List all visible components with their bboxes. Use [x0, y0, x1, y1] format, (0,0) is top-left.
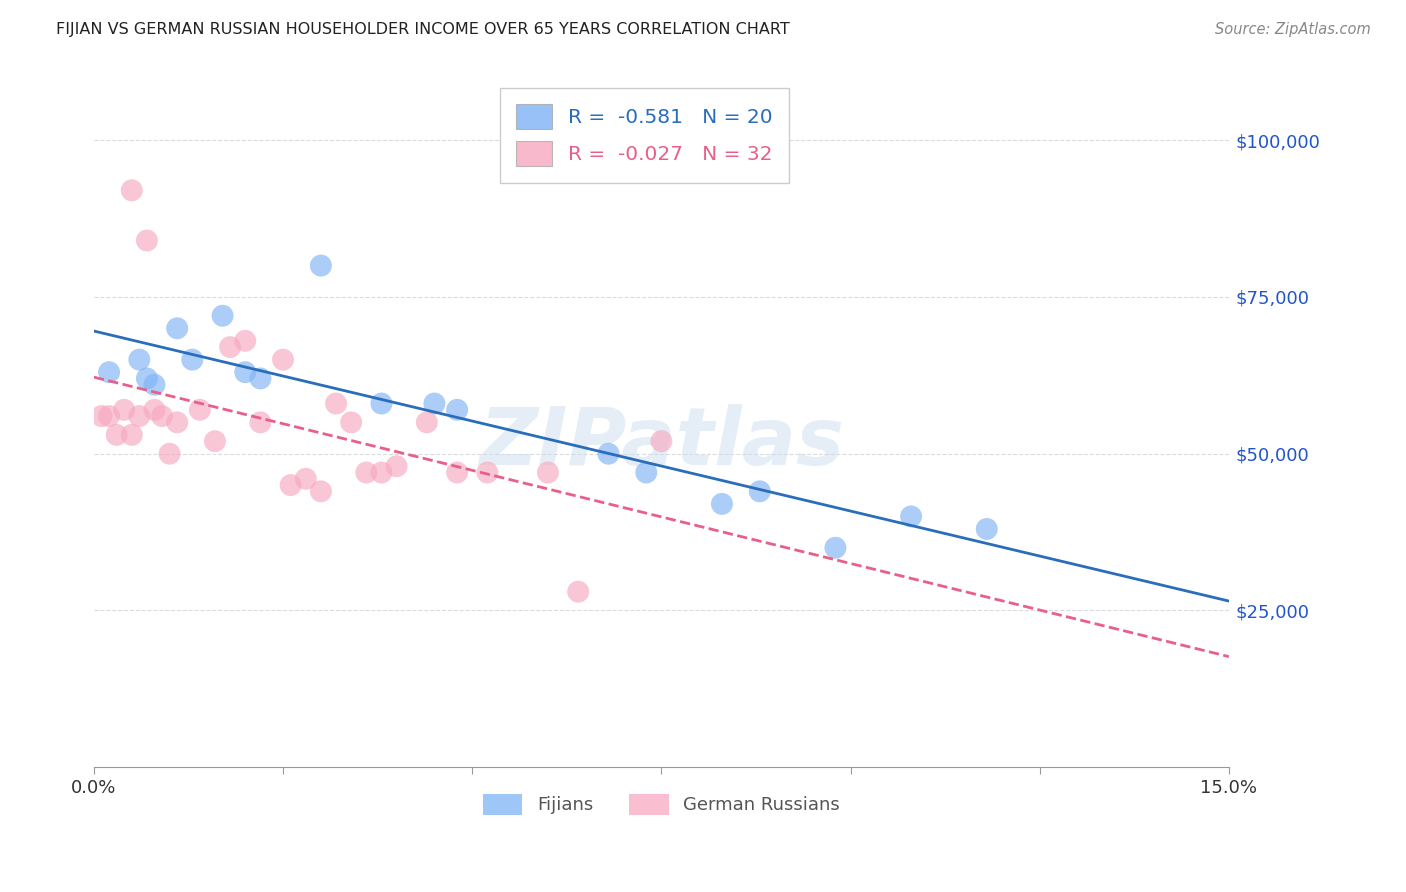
Point [233, 365, 256, 379]
Point [128, 409, 150, 423]
Point [976, 522, 998, 536]
Point [112, 402, 135, 417]
Point [294, 472, 316, 486]
Legend: Fijians, German Russians: Fijians, German Russians [474, 785, 849, 824]
Point [166, 321, 188, 335]
Point [900, 509, 922, 524]
Point [370, 466, 392, 480]
Point [309, 259, 332, 273]
Text: Source: ZipAtlas.com: Source: ZipAtlas.com [1215, 22, 1371, 37]
Point [340, 415, 363, 429]
Point [280, 478, 302, 492]
Point [143, 377, 166, 392]
Point [90, 409, 112, 423]
Point [98, 409, 121, 423]
Point [143, 402, 166, 417]
Point [748, 484, 770, 499]
Point [105, 428, 128, 442]
Point [159, 447, 181, 461]
Point [567, 584, 589, 599]
Point [598, 447, 620, 461]
Point [233, 334, 256, 348]
Text: FIJIAN VS GERMAN RUSSIAN HOUSEHOLDER INCOME OVER 65 YEARS CORRELATION CHART: FIJIAN VS GERMAN RUSSIAN HOUSEHOLDER INC… [56, 22, 790, 37]
Point [385, 459, 408, 474]
Point [356, 466, 378, 480]
Point [249, 371, 271, 385]
Point [710, 497, 733, 511]
Point [309, 484, 332, 499]
Point [211, 309, 233, 323]
Point [181, 352, 204, 367]
Point [325, 396, 347, 410]
Point [219, 340, 242, 354]
Point [121, 183, 143, 197]
Point [166, 415, 188, 429]
Point [477, 466, 499, 480]
Point [188, 402, 211, 417]
Point [128, 352, 150, 367]
Point [150, 409, 173, 423]
Point [135, 371, 157, 385]
Point [446, 402, 468, 417]
Point [537, 466, 560, 480]
Point [98, 365, 121, 379]
Point [446, 466, 468, 480]
Point [135, 234, 157, 248]
Point [416, 415, 439, 429]
Point [121, 428, 143, 442]
Point [650, 434, 672, 449]
Point [249, 415, 271, 429]
Point [636, 466, 658, 480]
Point [824, 541, 846, 555]
Point [370, 396, 392, 410]
Text: ZIPatlas: ZIPatlas [479, 404, 844, 482]
Point [271, 352, 294, 367]
Point [204, 434, 226, 449]
Point [423, 396, 446, 410]
